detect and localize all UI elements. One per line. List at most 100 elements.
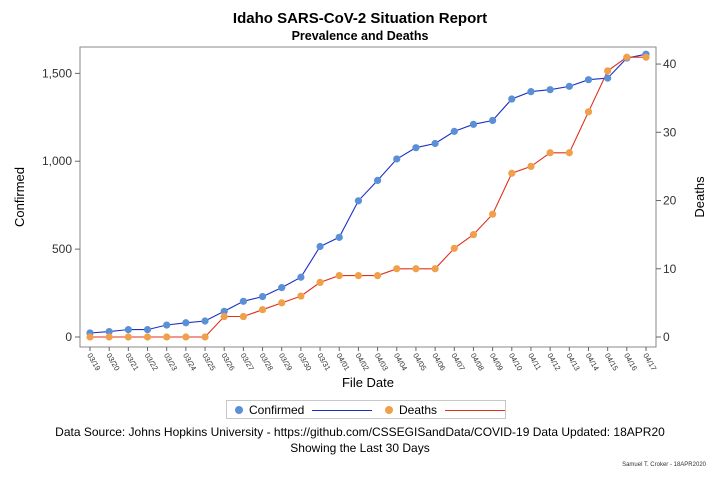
deaths-point (316, 278, 324, 287)
deaths-point (450, 244, 458, 252)
confirmed-point (584, 76, 593, 84)
x-tick-label: 04/09 (488, 352, 505, 373)
confirmed-point (450, 127, 458, 135)
y-axis-right-label: Deaths (692, 176, 707, 218)
confirmed-point (143, 326, 152, 334)
x-tick-label: 03/21 (124, 352, 141, 373)
x-tick-label: 04/05 (411, 352, 428, 373)
x-tick-label: 03/29 (277, 352, 294, 373)
x-tick-label: 03/19 (85, 352, 102, 373)
deaths-point (412, 265, 420, 273)
y-right-tick-label: 40 (663, 57, 677, 71)
deaths-point (124, 333, 132, 341)
x-tick-label: 03/20 (104, 352, 121, 373)
deaths-point (642, 53, 650, 61)
confirmed-point (604, 74, 612, 82)
deaths-point (508, 169, 516, 177)
legend: Confirmed Deaths (226, 400, 506, 419)
deaths-point (431, 265, 439, 273)
x-tick-label: 04/03 (373, 352, 390, 373)
chart-area: 0 500 1,000 1,500 0 10 20 30 40 03/19 03/20 03/21… (12, 46, 707, 390)
x-tick-label: 03/26 (219, 352, 236, 373)
x-tick-label: 03/23 (162, 352, 179, 373)
x-tick-label: 04/12 (545, 352, 562, 373)
x-tick-label: 03/30 (296, 352, 313, 373)
deaths-point (278, 299, 286, 307)
x-tick-label: 03/24 (181, 352, 198, 373)
x-tick-label: 04/16 (622, 352, 639, 373)
confirmed-point (124, 326, 132, 334)
deaths-point (527, 162, 535, 171)
x-tick-label: 04/14 (584, 352, 601, 373)
y-right-tick-label: 10 (663, 262, 677, 276)
confirmed-series-line (89, 53, 647, 334)
deaths-point (393, 265, 401, 273)
x-tick-label: 03/25 (200, 352, 217, 373)
legend-item-confirmed: Confirmed (235, 402, 373, 418)
x-tick-label: 04/15 (603, 352, 620, 373)
legend-item-deaths: Deaths (385, 402, 506, 418)
deaths-point (623, 53, 631, 61)
deaths-point (469, 231, 478, 239)
confirmed-point (469, 120, 478, 128)
deaths-point (297, 292, 305, 300)
confirmed-point (527, 88, 535, 96)
y-axis-left: 0 500 1,000 1,500 (42, 66, 80, 344)
deaths-point (258, 306, 267, 314)
x-tick-label: 04/04 (392, 352, 409, 373)
deaths-point (163, 333, 171, 341)
confirmed-point (220, 307, 228, 315)
y-right-tick-label: 20 (663, 194, 677, 208)
footer-range: Showing the Last 30 Days (290, 441, 430, 455)
series-layer (86, 50, 650, 341)
x-axis: 03/19 03/20 03/21 03/22 03/23 03/24 03/25 03/26… (85, 347, 658, 372)
deaths-point (354, 271, 363, 280)
deaths-line-icon (445, 409, 506, 411)
confirmed-point (489, 116, 497, 125)
x-tick-label: 04/01 (335, 352, 352, 373)
x-tick-label: 03/28 (258, 352, 275, 373)
confirmed-point (182, 319, 190, 327)
confirmed-point (373, 176, 382, 184)
deaths-point (584, 108, 593, 116)
y-axis-left-label: Confirmed (12, 167, 27, 227)
x-tick-label: 04/11 (526, 352, 543, 372)
deaths-point (565, 149, 573, 157)
confirmed-point (354, 197, 363, 205)
confirmed-point (239, 297, 247, 305)
footer-source: Data Source: Johns Hopkins University - … (55, 425, 665, 439)
x-tick-label: 04/06 (430, 352, 447, 373)
confirmed-point (278, 284, 286, 292)
deaths-point (546, 149, 554, 157)
confirmed-point (412, 144, 420, 152)
x-tick-label: 04/08 (469, 352, 486, 373)
y-left-tick-label: 1,000 (42, 154, 72, 168)
x-tick-label: 04/10 (507, 352, 524, 373)
confirmed-point (431, 139, 439, 148)
confirmed-marker-icon (235, 406, 243, 414)
chart-title: Idaho SARS-CoV-2 Situation Report (232, 10, 488, 27)
x-tick-label: 04/07 (450, 352, 467, 373)
deaths-point (335, 271, 343, 280)
x-tick-label: 03/27 (239, 352, 256, 373)
y-left-tick-label: 0 (65, 330, 72, 344)
deaths-series-line (90, 56, 646, 338)
deaths-point (220, 312, 228, 321)
x-axis-label: File Date (342, 375, 394, 390)
plot-frame (79, 46, 657, 348)
y-left-tick-label: 1,500 (42, 66, 72, 80)
x-tick-label: 04/17 (641, 352, 658, 373)
legend-label-deaths: Deaths (399, 403, 438, 417)
confirmed-point (393, 155, 401, 163)
deaths-point (239, 312, 247, 321)
deaths-marker-icon (385, 406, 393, 414)
y-left-tick-label: 500 (52, 242, 72, 256)
confirmed-point (163, 321, 171, 329)
deaths-point (86, 333, 94, 341)
confirmed-point (258, 292, 267, 301)
deaths-point (373, 271, 382, 280)
confirmed-point (105, 327, 113, 336)
deaths-point (105, 333, 113, 341)
deaths-point (489, 210, 497, 218)
confirmed-point (201, 317, 209, 325)
